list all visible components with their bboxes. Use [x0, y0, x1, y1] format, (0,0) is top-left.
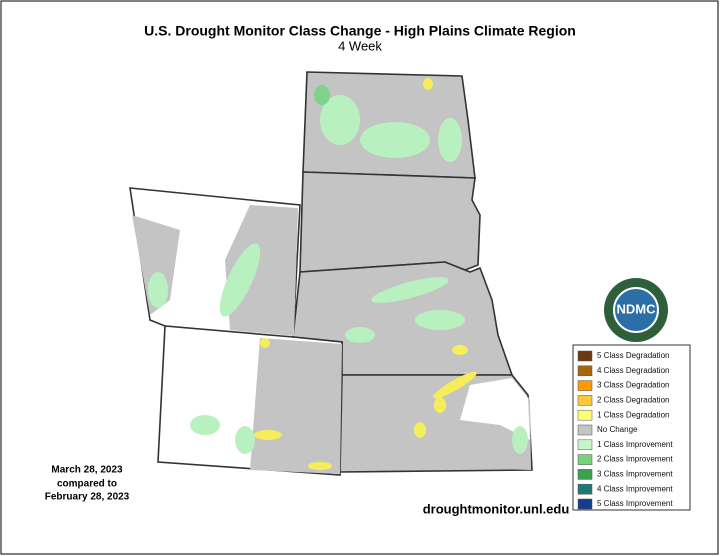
- ks-yellow: [434, 397, 446, 413]
- legend-swatch: [577, 439, 593, 451]
- legend-label: 5 Class Degradation: [597, 351, 669, 360]
- co-yellow: [308, 462, 332, 470]
- legend-label: 5 Class Improvement: [597, 499, 673, 508]
- ks-green: [512, 426, 528, 454]
- legend-label: 1 Class Improvement: [597, 440, 673, 449]
- logo-center: [613, 287, 659, 333]
- subtitle: 4 Week: [338, 38, 382, 53]
- ne-green: [371, 277, 449, 303]
- logo: NDMC: [604, 278, 668, 342]
- legend-box: [572, 344, 691, 511]
- south-dakota: [299, 171, 481, 273]
- ks-yellow: [414, 422, 426, 438]
- legend-swatch: [577, 409, 593, 421]
- legend-swatch: [577, 350, 593, 362]
- nd-yellow: [423, 78, 433, 90]
- wy-green: [148, 272, 168, 308]
- legend-label: No Change: [597, 425, 638, 434]
- co-yellow: [260, 338, 270, 348]
- legend-swatch: [577, 469, 593, 480]
- legend-swatch: [577, 380, 593, 391]
- nd-green: [320, 95, 360, 145]
- nd-green: [360, 122, 430, 158]
- legend-label: 3 Class Degradation: [597, 381, 669, 390]
- date-line: compared to: [57, 479, 117, 490]
- legend-label: 2 Class Degradation: [597, 396, 669, 405]
- wy-gray: [225, 205, 298, 336]
- legend-swatch: [577, 424, 593, 436]
- legend-label: 3 Class Improvement: [597, 470, 673, 479]
- legend-label: 4 Class Improvement: [597, 484, 673, 493]
- url: droughtmonitor.unl.edu: [423, 501, 570, 516]
- ne-green: [345, 327, 375, 343]
- legend-swatch: [577, 483, 593, 495]
- date-line: March 28, 2023: [51, 465, 123, 476]
- ks-yellow: [433, 371, 477, 399]
- co-green: [190, 415, 220, 435]
- date-line: February 28, 2023: [45, 492, 130, 503]
- nd-green2: [314, 85, 330, 105]
- legend-swatch: [577, 498, 593, 510]
- ne-yellow: [452, 345, 468, 355]
- legend-swatch: [577, 395, 593, 406]
- change-areas: [132, 78, 531, 474]
- legend-label: 4 Class Degradation: [597, 366, 669, 375]
- legend: 5 Class Degradation 4 Class Degradation 3 …: [577, 350, 673, 510]
- wy-green: [219, 243, 261, 317]
- ks-white: [460, 378, 530, 440]
- co-gray: [250, 338, 342, 474]
- legend-swatch: [577, 365, 593, 377]
- ne-green: [415, 310, 465, 330]
- logo-text: NDMC: [617, 301, 657, 316]
- title: U.S. Drought Monitor Class Change - High…: [144, 23, 576, 39]
- legend-label: 2 Class Improvement: [597, 455, 673, 464]
- co-yellow: [254, 430, 282, 440]
- nd-green: [438, 118, 462, 162]
- legend-label: 1 Class Degradation: [597, 410, 669, 419]
- legend-swatch: [577, 454, 593, 465]
- co-green: [235, 426, 255, 454]
